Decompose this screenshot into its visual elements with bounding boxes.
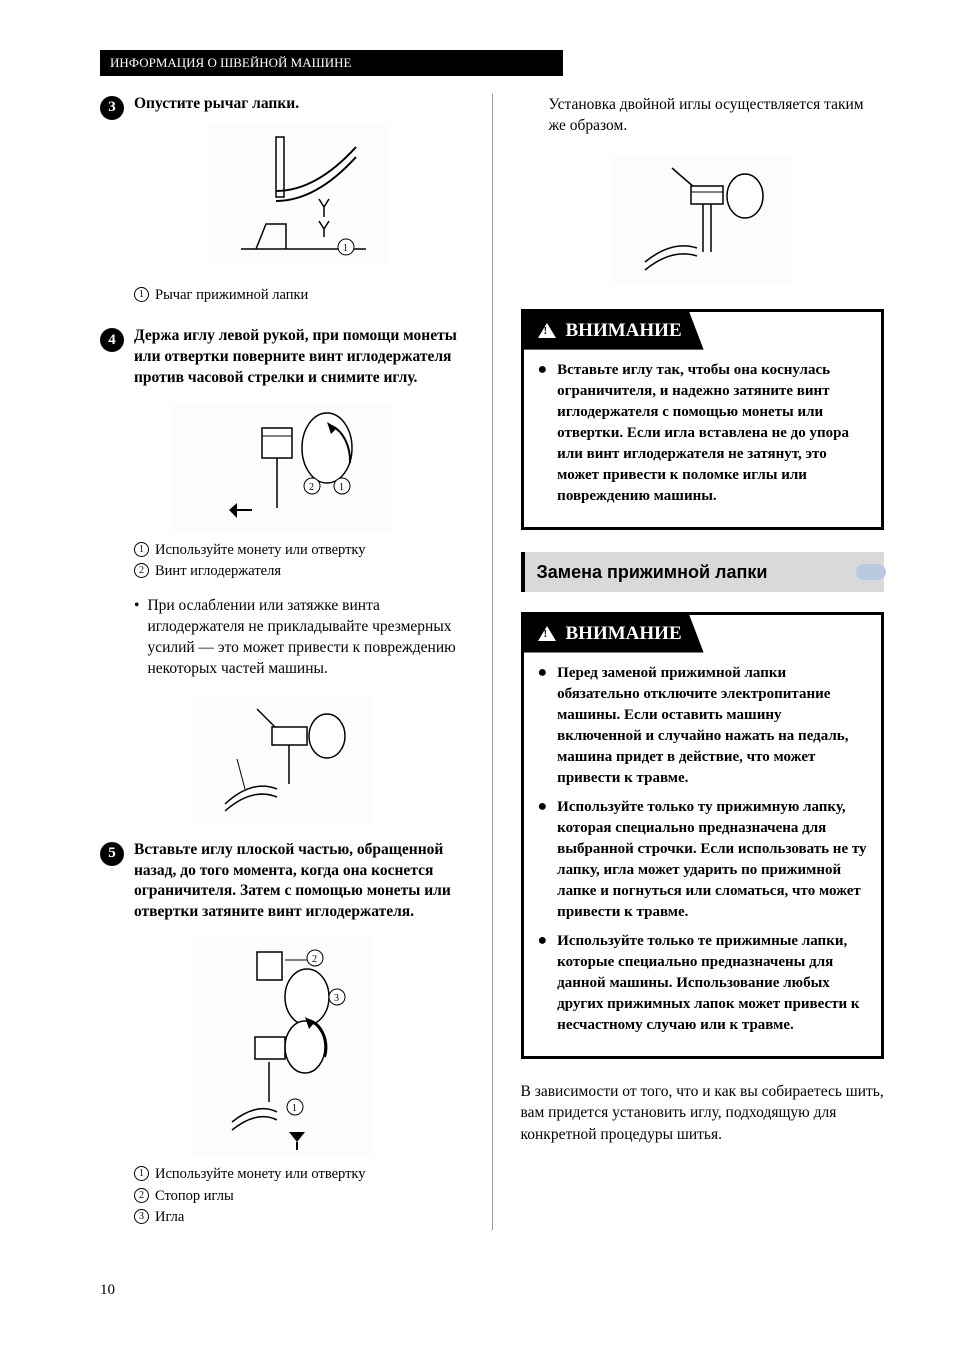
bullet-icon	[134, 596, 139, 680]
svg-text:1: 1	[292, 1103, 297, 1114]
callout-number-icon: 1	[134, 287, 149, 302]
callout-text: Игла	[155, 1208, 184, 1228]
step-4-note: При ослаблении или затяжке винта иглодер…	[134, 596, 464, 680]
caution-text: Используйте только ту прижимную лапку, к…	[557, 797, 867, 923]
insert-needle-illustration-icon: 2 3 1	[197, 942, 367, 1152]
caution-text: Вставьте иглу так, чтобы она коснулась о…	[557, 360, 867, 507]
callout-item: 2 Стопор иглы	[134, 1187, 464, 1207]
page-number: 10	[100, 1280, 884, 1300]
caution-header: ВНИМАНИЕ	[524, 615, 882, 653]
left-column: 3 Опустите рычаг лапки. 1	[100, 94, 464, 1230]
section-heading-presser-foot: Замена прижимной лапки	[521, 552, 885, 592]
svg-text:1: 1	[339, 482, 344, 493]
callout-number-icon: 2	[134, 1188, 149, 1203]
two-column-layout: 3 Опустите рычаг лапки. 1	[100, 94, 884, 1230]
caution-item: ● Используйте только ту прижимную лапку,…	[538, 797, 868, 923]
caution-box-presser-foot: ВНИМАНИЕ ● Перед заменой прижимной лапки…	[521, 612, 885, 1059]
caution-text: Перед заменой прижимной лапки обязательн…	[557, 663, 867, 789]
remove-needle-illustration-icon	[197, 699, 367, 819]
callout-text: Используйте монету или отвертку	[155, 541, 366, 561]
bullet-icon: ●	[538, 931, 548, 1036]
caution-label: ВНИМАНИЕ	[566, 318, 682, 344]
callout-text: Используйте монету или отвертку	[155, 1165, 366, 1185]
section-title-text: Замена прижимной лапки	[537, 562, 768, 582]
figure-loosen-screw: 2 1	[172, 403, 392, 533]
caution-header: ВНИМАНИЕ	[524, 312, 882, 350]
lever-illustration-icon: 1	[216, 129, 381, 259]
bullet-icon: ●	[538, 360, 548, 507]
callout-item: 1 Рычаг прижимной лапки	[134, 286, 464, 306]
figure-insert-needle: 2 3 1	[192, 937, 372, 1157]
step-5-callouts: 1 Используйте монету или отвертку 2 Стоп…	[134, 1165, 464, 1228]
caution-text: Используйте только те прижимные лапки, к…	[557, 931, 867, 1036]
caution-item: ● Используйте только те прижимные лапки,…	[538, 931, 868, 1036]
callout-number-icon: 1	[134, 1166, 149, 1181]
step-4-callouts: 1 Используйте монету или отвертку 2 Винт…	[134, 541, 464, 582]
caution-item: ● Перед заменой прижимной лапки обязател…	[538, 663, 868, 789]
callout-number-icon: 1	[134, 542, 149, 557]
step-number-badge: 3	[100, 96, 124, 120]
figure-presser-foot-lever: 1	[209, 124, 389, 264]
bullet-icon: ●	[538, 797, 548, 923]
svg-text:3: 3	[334, 993, 339, 1004]
callout-item: 2 Винт иглодержателя	[134, 562, 464, 582]
step-title: Держа иглу левой рукой, при помощи монет…	[134, 326, 464, 389]
bullet-icon: ●	[538, 663, 548, 789]
loosen-screw-illustration-icon: 2 1	[177, 408, 387, 528]
step-5: 5 Вставьте иглу плоской частью, обращенн…	[100, 840, 464, 924]
svg-text:2: 2	[309, 482, 314, 493]
figure-twin-needle	[612, 155, 792, 285]
step-3: 3 Опустите рычаг лапки. 1	[100, 94, 464, 273]
right-column: Установка двойной иглы осуществляется та…	[521, 94, 885, 1230]
warning-triangle-icon	[538, 323, 556, 338]
step-4: 4 Держа иглу левой рукой, при помощи мон…	[100, 326, 464, 389]
callout-item: 1 Используйте монету или отвертку	[134, 1165, 464, 1185]
column-divider	[492, 94, 493, 1230]
twin-needle-illustration-icon	[617, 160, 787, 280]
callout-item: 3 Игла	[134, 1208, 464, 1228]
note-text: При ослаблении или затяжке винта иглодер…	[147, 596, 463, 680]
step-title: Опустите рычаг лапки.	[134, 94, 464, 115]
twin-needle-note: Установка двойной иглы осуществляется та…	[549, 94, 885, 137]
svg-text:1: 1	[343, 243, 348, 254]
caution-label: ВНИМАНИЕ	[566, 621, 682, 647]
step-number-badge: 4	[100, 328, 124, 352]
callout-item: 1 Используйте монету или отвертку	[134, 541, 464, 561]
page-header: ИНФОРМАЦИЯ О ШВЕЙНОЙ МАШИНЕ	[100, 50, 563, 76]
step-number-badge: 5	[100, 842, 124, 866]
callout-text: Рычаг прижимной лапки	[155, 286, 308, 306]
callout-number-icon: 3	[134, 1209, 149, 1224]
step-title: Вставьте иглу плоской частью, обращенной…	[134, 840, 464, 924]
figure-remove-needle	[192, 694, 372, 824]
step-3-callouts: 1 Рычаг прижимной лапки	[134, 286, 464, 306]
svg-text:2: 2	[312, 954, 317, 965]
callout-text: Стопор иглы	[155, 1187, 234, 1207]
callout-text: Винт иглодержателя	[155, 562, 281, 582]
caution-item: ● Вставьте иглу так, чтобы она коснулась…	[538, 360, 868, 507]
callout-number-icon: 2	[134, 563, 149, 578]
caution-box-needle: ВНИМАНИЕ ● Вставьте иглу так, чтобы она …	[521, 309, 885, 530]
outro-paragraph: В зависимости от того, что и как вы соби…	[521, 1081, 885, 1146]
warning-triangle-icon	[538, 626, 556, 641]
